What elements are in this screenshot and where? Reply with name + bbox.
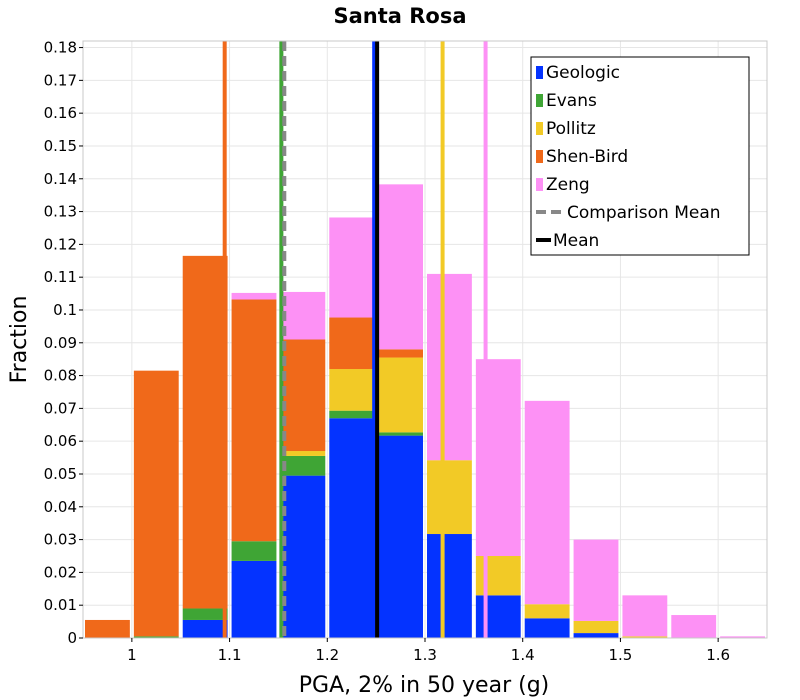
legend-label-zeng: Zeng (546, 175, 590, 195)
bar-segment-pollitz (475, 555, 521, 596)
legend-swatch-shen-bird (536, 150, 543, 163)
bar-segment-zeng (573, 539, 619, 621)
bar-segment-pollitz (573, 620, 619, 634)
legend-label-shen-bird: Shen-Bird (546, 147, 628, 167)
bar-segment-geologic (329, 418, 375, 638)
y-tick-label: 0.06 (44, 432, 77, 450)
bar-segment-pollitz (378, 357, 423, 433)
y-tick-label: 0.02 (44, 563, 77, 581)
legend-swatch-geologic (536, 66, 543, 79)
legend-label-mean: Mean (553, 231, 599, 251)
bar-segment-pollitz (427, 460, 472, 535)
bar-segment-zeng (475, 359, 521, 556)
bar-segment-geologic (475, 595, 521, 638)
x-tick-label: 1 (127, 646, 137, 664)
bar-segment-evans (329, 410, 375, 419)
bar-segment-shen-bird (329, 317, 375, 370)
legend-label-comparison-mean: Comparison Mean (567, 203, 721, 223)
bar-segment-evans (182, 608, 228, 620)
y-tick-label: 0.09 (44, 334, 77, 352)
bar-segment-evans (231, 541, 277, 561)
bar-segment-pollitz (280, 451, 326, 456)
y-tick-label: 0.1 (53, 301, 77, 319)
y-tick-label: 0.12 (44, 235, 77, 253)
bar-segment-zeng (378, 184, 423, 350)
bar-segment-pollitz (329, 369, 375, 411)
bars (85, 184, 765, 638)
y-axis-ticks: 0 0.01 0.02 0.03 0.04 0.05 0.06 0.07 0.08 0.09 0.1… (44, 39, 83, 647)
y-tick-label: 0.04 (44, 498, 77, 516)
x-axis-ticks: 1 1.1 1.2 1.3 1.4 1.5 1.6 (127, 638, 730, 664)
legend-swatch-zeng (536, 178, 543, 191)
x-tick-label: 1.2 (315, 646, 339, 664)
legend-label-geologic: Geologic (546, 63, 620, 83)
y-tick-label: 0.16 (44, 104, 77, 122)
bar-segment-shen-bird (231, 299, 277, 542)
bar-segment-zeng (329, 217, 375, 318)
bar-segment-shen-bird (378, 349, 423, 358)
legend-swatch-pollitz (536, 122, 543, 135)
legend-label-pollitz: Pollitz (546, 119, 596, 139)
x-tick-label: 1.1 (218, 646, 242, 664)
x-tick-label: 1.5 (608, 646, 632, 664)
y-tick-label: 0.18 (44, 39, 77, 57)
bar-segment-geologic (182, 619, 228, 638)
legend-label-evans: Evans (546, 91, 597, 111)
y-tick-label: 0.03 (44, 531, 77, 549)
y-tick-label: 0.14 (44, 170, 77, 188)
y-tick-label: 0.07 (44, 399, 77, 417)
bar-segment-zeng (622, 595, 668, 637)
bar-segment-zeng (231, 292, 277, 300)
y-tick-label: 0.17 (44, 71, 77, 89)
y-tick-label: 0.08 (44, 367, 77, 385)
mean-lines (222, 41, 488, 638)
y-tick-label: 0.01 (44, 596, 77, 614)
bar-segment-zeng (280, 291, 326, 340)
x-tick-label: 1.4 (511, 646, 535, 664)
bar-segment-zeng (720, 636, 765, 638)
x-axis-label: PGA, 2% in 50 year (g) (299, 673, 550, 698)
bar-segment-zeng (524, 400, 570, 605)
bar-segment-zeng (427, 273, 472, 461)
chart-title: Santa Rosa (333, 4, 466, 28)
legend: Geologic Evans Pollitz Shen-Bird Zeng Compari… (530, 56, 750, 256)
bar-segment-shen-bird (280, 339, 326, 452)
bar-segment-zeng (671, 615, 717, 638)
y-tick-label: 0.13 (44, 203, 77, 221)
x-tick-label: 1.6 (706, 646, 730, 664)
bar-segment-shen-bird (133, 370, 179, 637)
y-tick-label: 0.05 (44, 465, 77, 483)
bar-segment-pollitz (524, 604, 570, 619)
y-tick-label: 0.15 (44, 137, 77, 155)
legend-swatch-evans (536, 94, 543, 107)
bar-segment-evans (378, 432, 423, 436)
bar-segment-shen-bird (85, 619, 130, 638)
bar-segment-evans (280, 455, 326, 476)
bar-segment-geologic (378, 435, 423, 638)
x-tick-label: 1.3 (413, 646, 437, 664)
bar-segment-pollitz (622, 636, 668, 638)
bar-segment-geologic (280, 475, 326, 638)
bar-segment-shen-bird (182, 255, 228, 609)
y-tick-label: 0.11 (44, 268, 77, 286)
bar-segment-evans (133, 636, 179, 638)
y-tick-label: 0 (67, 629, 77, 647)
legend-box (530, 56, 750, 256)
bar-segment-geologic (231, 560, 277, 638)
y-axis-label: Fraction (7, 296, 32, 384)
bar-segment-geologic (573, 633, 619, 638)
bar-segment-geologic (524, 618, 570, 638)
bar-segment-geologic (427, 534, 472, 638)
